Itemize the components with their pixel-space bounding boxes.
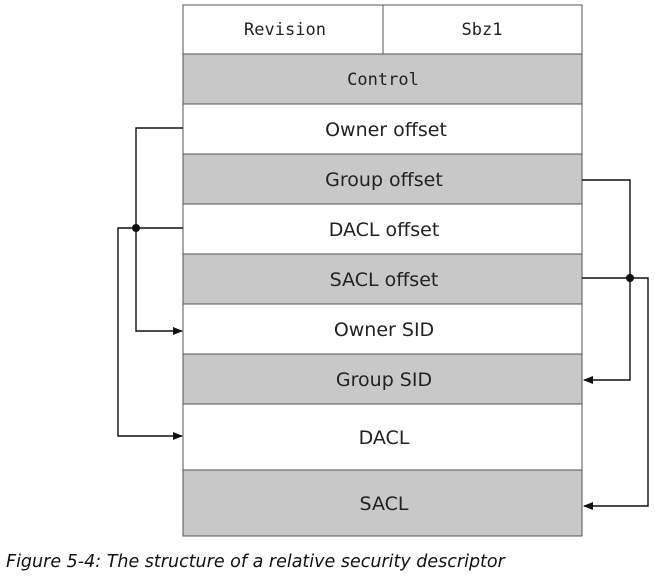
sacl-offset-label: SACL offset [330, 269, 439, 291]
sbz1-label: Sbz1 [462, 20, 503, 40]
group-sid-label: Group SID [336, 369, 432, 391]
dacl-offset-pointer [117, 227, 183, 440]
control-cell [182, 53, 583, 105]
sacl-offset-pointer [582, 277, 649, 510]
revision-label: Revision [244, 20, 326, 40]
group-offset-label: Group offset [325, 169, 443, 191]
figure-caption: Figure 5-4: The structure of a relative … [6, 552, 505, 572]
owner-offset-label: Owner offset [325, 119, 447, 141]
revision-cell [182, 4, 384, 55]
right-junction-dot [626, 274, 634, 282]
sbz1-cell [382, 4, 583, 55]
sacl-label: SACL [360, 493, 409, 515]
dacl-label: DACL [359, 427, 410, 449]
dacl-offset-cell [182, 203, 583, 255]
owner-offset-pointer [135, 127, 183, 335]
owner-sid-label: Owner SID [334, 319, 434, 341]
left-junction-dot [132, 224, 140, 232]
owner-sid-cell [182, 303, 583, 355]
owner-offset-cell [182, 103, 583, 155]
group-offset-pointer [582, 179, 631, 384]
dacl-cell [182, 403, 583, 471]
control-label: Control [347, 70, 419, 90]
sacl-cell [182, 469, 583, 537]
dacl-offset-label: DACL offset [329, 219, 440, 241]
group-offset-cell [182, 153, 583, 205]
